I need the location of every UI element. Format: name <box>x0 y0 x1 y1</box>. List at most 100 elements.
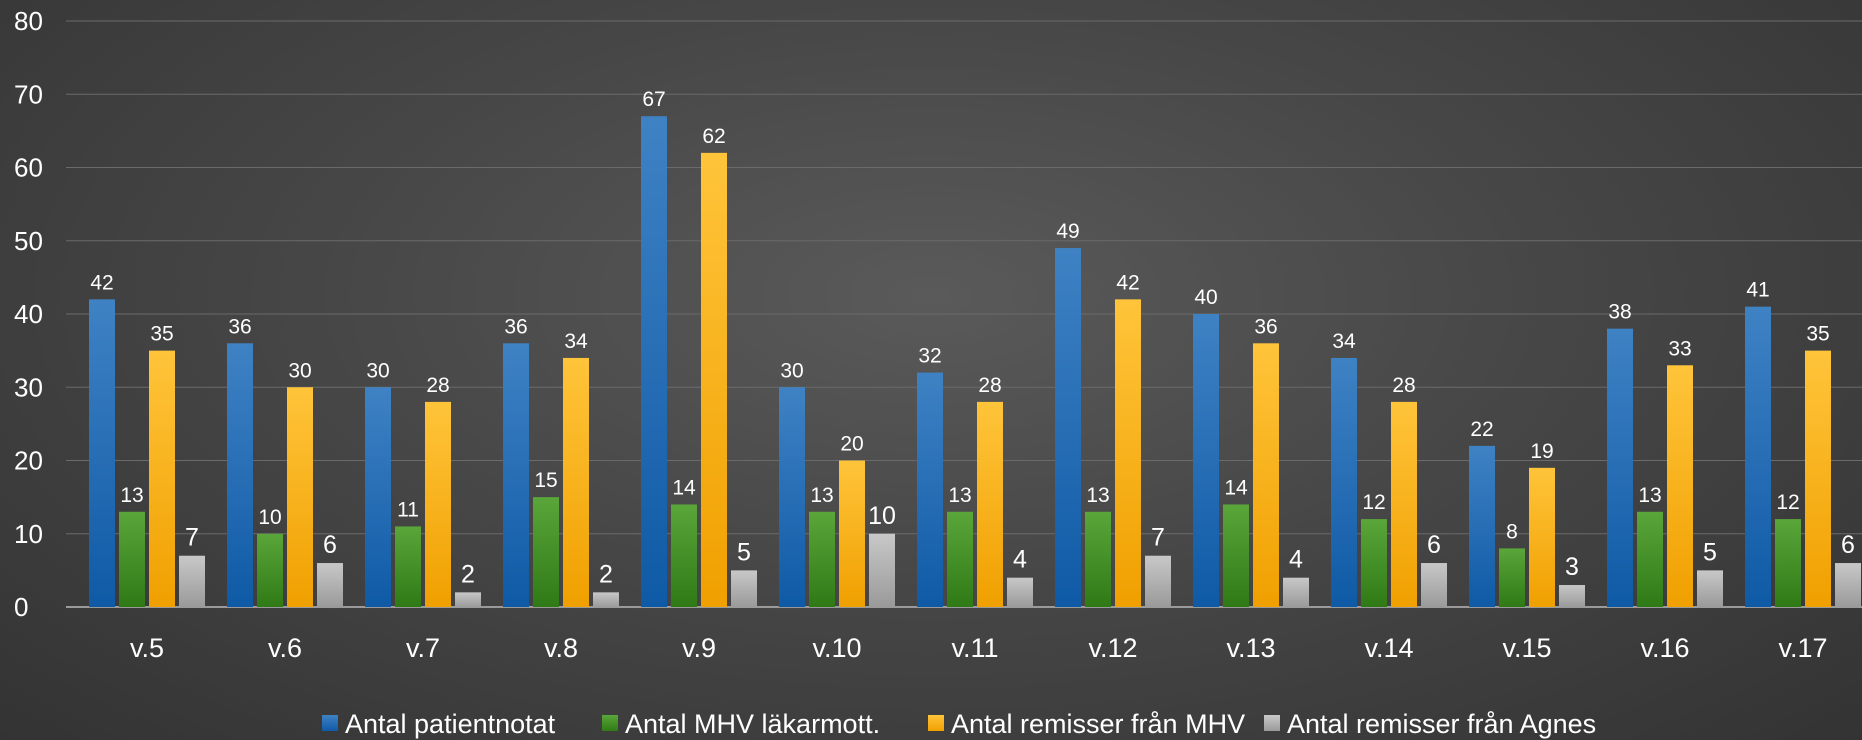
x-category-label: v.9 <box>682 633 716 663</box>
bar-v.11-series-1 <box>947 511 973 607</box>
bar-v.12-series-0 <box>1055 248 1081 607</box>
bar-v.11-series-0 <box>917 372 943 607</box>
bar-v.6-series-1 <box>257 533 283 607</box>
x-category-label: v.17 <box>1778 633 1827 663</box>
data-label: 10 <box>258 506 281 529</box>
data-label: 4 <box>1289 546 1303 574</box>
bar-v.14-series-0 <box>1331 357 1357 607</box>
legend-entry: Antal MHV läkarmott. <box>625 709 880 739</box>
data-label: 8 <box>1506 520 1518 543</box>
bar-v.17-series-0 <box>1745 306 1771 607</box>
bar-v.13-series-3 <box>1283 577 1309 607</box>
bar-v.9-series-2 <box>701 152 727 607</box>
bar-v.16-series-1 <box>1637 511 1663 607</box>
data-label: 15 <box>534 469 557 492</box>
bar-v.12-series-1 <box>1085 511 1111 607</box>
legend-entry: Antal remisser från MHV <box>951 709 1245 739</box>
bar-v.17-series-3 <box>1835 563 1861 607</box>
x-category-label: v.12 <box>1088 633 1137 663</box>
y-tick-label: 50 <box>14 226 43 256</box>
bar-v.5-series-0 <box>89 299 115 607</box>
data-label: 30 <box>780 359 803 382</box>
bar-v.11-series-2 <box>977 401 1003 607</box>
x-category-label: v.15 <box>1502 633 1551 663</box>
data-label: 30 <box>288 359 311 382</box>
bar-v.6-series-0 <box>227 343 253 607</box>
bar-v.17-series-2 <box>1805 350 1831 607</box>
bar-v.5-series-2 <box>149 350 175 607</box>
data-label: 36 <box>228 315 251 338</box>
y-tick-label: 20 <box>14 446 43 476</box>
bar-v.7-series-2 <box>425 401 451 607</box>
y-tick-label: 10 <box>14 519 43 549</box>
data-label: 28 <box>978 374 1001 397</box>
data-label: 41 <box>1746 279 1769 302</box>
bar-v.6-series-2 <box>287 387 313 607</box>
legend: Antal patientnotat Antal MHV läkarmott. An… <box>322 709 1596 739</box>
x-category-label: v.5 <box>130 633 164 663</box>
bar-v.15-series-0 <box>1469 445 1495 607</box>
bar-v.7-series-1 <box>395 526 421 607</box>
data-label: 36 <box>1254 315 1277 338</box>
data-label: 34 <box>564 330 588 353</box>
data-label: 42 <box>90 271 113 294</box>
data-label: 35 <box>1806 323 1829 346</box>
bar-v.13-series-2 <box>1253 343 1279 607</box>
bar-v.9-series-0 <box>641 116 667 607</box>
data-label: 5 <box>737 538 751 566</box>
x-category-label: v.16 <box>1640 633 1689 663</box>
y-tick-label: 70 <box>14 79 43 109</box>
data-label: 28 <box>426 374 449 397</box>
bar-v.9-series-1 <box>671 504 697 607</box>
bars <box>89 116 1861 607</box>
data-label: 2 <box>461 560 475 588</box>
data-label: 62 <box>702 125 725 148</box>
data-label: 4 <box>1013 546 1027 574</box>
data-label: 49 <box>1056 220 1079 243</box>
data-label: 13 <box>810 484 833 507</box>
bar-v.16-series-2 <box>1667 365 1693 607</box>
data-label: 2 <box>599 560 613 588</box>
y-tick-label: 40 <box>14 299 43 329</box>
data-label: 13 <box>1086 484 1109 507</box>
data-label: 13 <box>120 484 143 507</box>
x-category-label: v.6 <box>268 633 302 663</box>
legend-swatch <box>928 715 944 731</box>
data-label: 5 <box>1703 538 1717 566</box>
data-label: 12 <box>1776 491 1799 514</box>
bar-v.9-series-3 <box>731 570 757 607</box>
legend-entry: Antal patientnotat <box>345 709 556 739</box>
bar-v.8-series-0 <box>503 343 529 607</box>
bar-v.7-series-3 <box>455 592 481 607</box>
bar-v.10-series-3 <box>869 533 895 607</box>
data-label: 13 <box>1638 484 1661 507</box>
x-category-label: v.14 <box>1364 633 1413 663</box>
data-label: 6 <box>323 531 337 559</box>
y-axis-ticks: 0 10 20 30 40 50 60 70 80 <box>14 6 43 622</box>
x-category-label: v.13 <box>1226 633 1275 663</box>
y-tick-label: 80 <box>14 6 43 36</box>
data-label: 6 <box>1427 531 1441 559</box>
data-label: 14 <box>672 476 696 499</box>
data-label: 10 <box>868 502 896 530</box>
y-tick-label: 0 <box>14 592 28 622</box>
data-label: 14 <box>1224 476 1248 499</box>
bar-v.11-series-3 <box>1007 577 1033 607</box>
bar-v.15-series-2 <box>1529 467 1555 607</box>
data-label: 19 <box>1530 440 1553 463</box>
bar-v.16-series-3 <box>1697 570 1723 607</box>
data-label: 13 <box>948 484 971 507</box>
data-label: 11 <box>397 498 419 521</box>
y-tick-label: 30 <box>14 372 43 402</box>
bar-v.13-series-1 <box>1223 504 1249 607</box>
bar-v.12-series-3 <box>1145 555 1171 607</box>
bar-v.15-series-3 <box>1559 585 1585 607</box>
data-label: 3 <box>1565 553 1579 581</box>
bar-v.14-series-2 <box>1391 401 1417 607</box>
data-label: 30 <box>366 359 389 382</box>
data-label: 35 <box>150 323 173 346</box>
data-label: 67 <box>642 88 665 111</box>
bar-v.10-series-2 <box>839 460 865 607</box>
x-category-label: v.8 <box>544 633 578 663</box>
bar-v.5-series-1 <box>119 511 145 607</box>
